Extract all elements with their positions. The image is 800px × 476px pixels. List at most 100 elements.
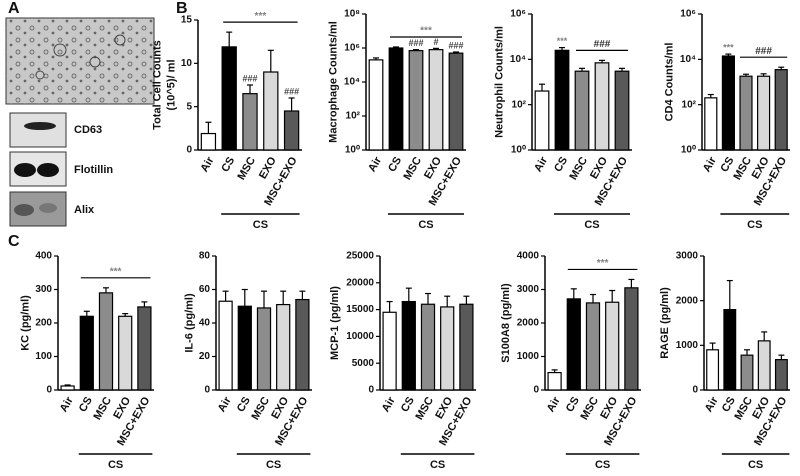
y-tick-label: 10⁴ <box>510 54 526 65</box>
y-tick-label: 0 <box>692 385 698 396</box>
significance-label: *** <box>255 11 267 22</box>
y-tick-label: 10⁶ <box>344 43 360 54</box>
x-tick-label: Air <box>58 394 76 414</box>
bar-annotation: # <box>433 37 438 47</box>
x-tick-label: Air <box>198 154 216 174</box>
y-tick-label: 5 <box>186 101 192 112</box>
y-tick-label: 20000 <box>346 277 374 288</box>
bar <box>218 300 233 391</box>
group-label: CS <box>418 219 433 231</box>
bar <box>459 303 474 391</box>
bar <box>554 49 570 151</box>
bar <box>263 71 279 151</box>
y-axis-label: RAGE (pg/ml) <box>659 287 671 359</box>
significance-label: *** <box>110 266 122 277</box>
bar <box>420 303 436 391</box>
x-tick-label: MSC <box>731 155 754 182</box>
y-tick-label: 2000 <box>517 318 540 329</box>
bar <box>401 300 416 391</box>
bar <box>594 62 610 151</box>
group-label: CS <box>595 459 610 471</box>
bar <box>706 349 720 391</box>
y-tick-label: 10⁴ <box>680 54 696 65</box>
bar <box>774 359 788 391</box>
bar <box>605 301 620 391</box>
group-label: CS <box>584 219 599 231</box>
blot-label: Alix <box>74 204 95 216</box>
bar <box>283 110 300 151</box>
bar <box>79 315 94 391</box>
y-tick-label: 3000 <box>517 284 540 295</box>
y-axis-label: Macrophage Counts/ml <box>327 21 339 143</box>
y-axis-label: CD4 Counts/ml <box>663 43 675 122</box>
y-tick-label: 4000 <box>517 251 540 262</box>
group-label: CS <box>430 459 445 471</box>
bar <box>774 69 788 151</box>
x-tick-label: Air <box>366 154 384 174</box>
x-tick-label: CS <box>399 395 417 414</box>
bar <box>60 385 75 391</box>
x-tick-label: MSC <box>732 395 755 422</box>
bar <box>368 59 384 151</box>
y-tick-label: 300 <box>35 284 52 295</box>
bar <box>276 303 291 391</box>
significance-label: ### <box>755 46 772 57</box>
x-tick-label: MSC <box>235 155 258 182</box>
bar <box>574 70 590 151</box>
bar-annotation: ### <box>408 38 423 48</box>
bar <box>98 292 114 391</box>
y-tick-label: 60 <box>199 284 211 295</box>
y-tick-label: 10² <box>346 111 361 122</box>
group-label: CS <box>748 459 763 471</box>
y-tick-label: 3000 <box>676 251 699 262</box>
x-tick-label: Air <box>532 154 550 174</box>
x-tick-label: MSC <box>413 395 436 422</box>
y-tick-label: 2000 <box>676 295 699 306</box>
bar <box>757 75 771 151</box>
bar <box>440 306 455 391</box>
x-tick-label: CS <box>386 155 404 174</box>
y-tick-label: 15 <box>181 15 193 26</box>
y-tick-label: 10 <box>181 58 193 69</box>
bar <box>704 97 718 151</box>
y-tick-label: 40 <box>199 318 211 329</box>
bar <box>242 93 258 151</box>
bar <box>624 287 639 391</box>
x-tick-label: Air <box>703 394 721 414</box>
blot-label: CD63 <box>74 124 102 136</box>
y-tick-label: 0 <box>46 385 52 396</box>
x-tick-label: Air <box>216 394 234 414</box>
y-axis-label: Total Cell Counts <box>152 40 164 130</box>
x-tick-label: Air <box>701 154 719 174</box>
bar <box>295 298 310 391</box>
group-label: CS <box>266 459 281 471</box>
y-tick-label: 1000 <box>676 340 699 351</box>
bar-annotation: ### <box>448 40 463 50</box>
y-tick-label: 200 <box>35 318 52 329</box>
y-axis-label: (10^5)/ ml <box>166 59 178 110</box>
panel-label: C <box>8 233 20 250</box>
x-tick-label: Air <box>380 394 398 414</box>
bar-annotation: ### <box>284 86 299 96</box>
y-tick-label: 0 <box>186 145 192 156</box>
group-label: CS <box>108 459 123 471</box>
y-tick-label: 80 <box>199 251 211 262</box>
bar-annotation: *** <box>723 42 734 52</box>
x-tick-label: MSC <box>567 155 590 182</box>
bar <box>221 46 237 151</box>
bar <box>739 75 753 151</box>
y-axis-label: KC (pg/ml) <box>19 295 31 351</box>
x-tick-label: MSC <box>578 395 601 422</box>
blot <box>9 112 67 227</box>
bar <box>566 298 581 391</box>
bar <box>118 315 133 391</box>
group-label: CS <box>747 219 762 231</box>
bar <box>137 306 152 391</box>
y-tick-label: 10⁰ <box>681 145 696 156</box>
y-tick-label: 15000 <box>346 304 374 315</box>
y-tick-label: 10⁶ <box>510 9 526 20</box>
x-tick-label: MSC <box>401 155 424 182</box>
y-tick-label: 0 <box>204 385 210 396</box>
x-tick-label: Air <box>545 394 563 414</box>
